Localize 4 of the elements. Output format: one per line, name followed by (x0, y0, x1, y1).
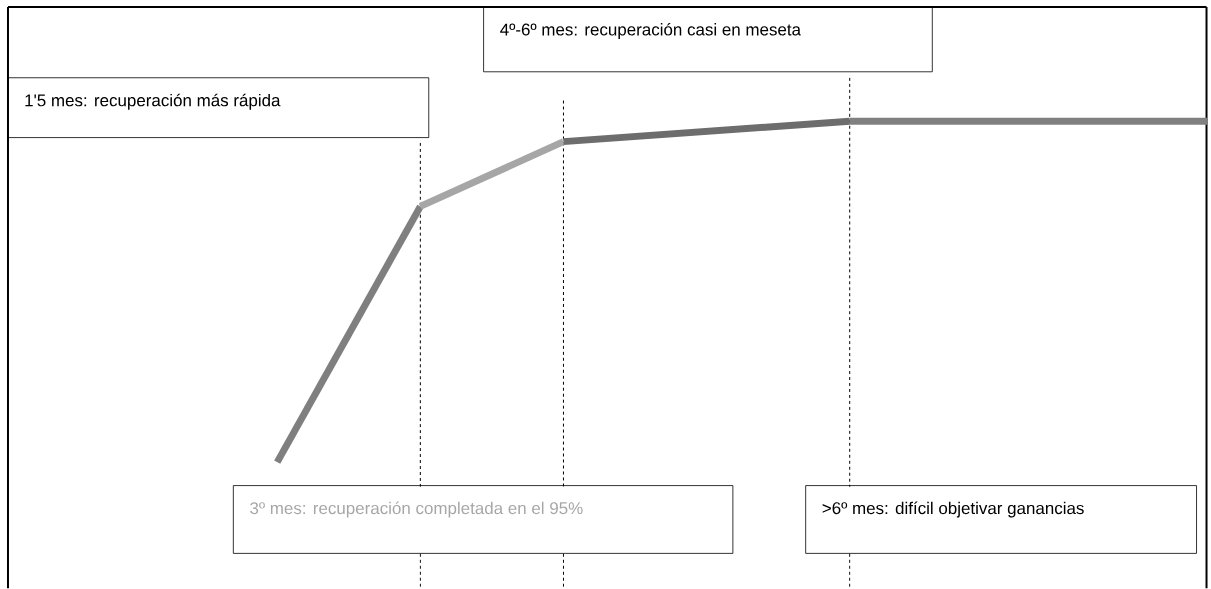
text: 1'5 mes: recuperación más rápida (25, 93, 281, 110)
text: 3º mes: recuperación completada en el 95% (250, 501, 583, 518)
text: >6º mes: difícil objetivar ganancias (822, 501, 1084, 518)
text: 4º-6º mes: recuperación casi en meseta (500, 22, 802, 39)
